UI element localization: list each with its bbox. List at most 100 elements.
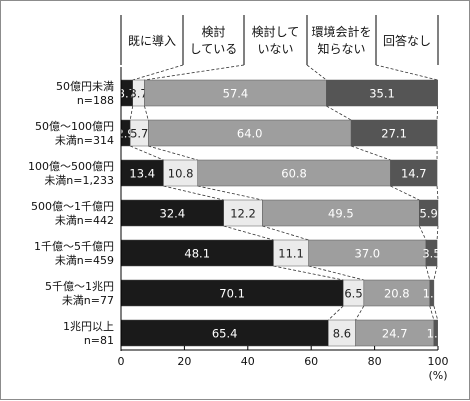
data-label: 57.4 — [223, 87, 249, 101]
data-label: 10.8 — [168, 167, 194, 181]
dashed-connector — [436, 225, 439, 241]
dashed-connector — [130, 145, 164, 161]
bar-segment — [120, 159, 164, 187]
data-label: 48.1 — [184, 247, 210, 261]
data-label: 3.7 — [129, 87, 147, 101]
category-label: n=188 — [77, 94, 114, 107]
bar-segment — [419, 199, 439, 227]
dashed-connector — [351, 145, 391, 161]
dashed-connector — [425, 265, 431, 281]
data-label: 1.2 — [427, 327, 445, 341]
bar-segment — [223, 199, 263, 227]
legend-connectors — [129, 64, 439, 321]
category-label: 50億～100億円 — [35, 120, 114, 133]
bar-segment — [163, 159, 198, 187]
data-label: 65.4 — [212, 327, 238, 341]
bar-segment — [120, 199, 224, 227]
category-label: 1千億～5千億円 — [34, 240, 114, 253]
x-tick-label: 60 — [304, 355, 318, 368]
data-label: 32.4 — [160, 207, 186, 221]
dashed-connector — [223, 225, 274, 241]
dashed-connector — [148, 145, 198, 161]
x-tick-label: 40 — [241, 355, 255, 368]
data-label: 8.6 — [333, 327, 351, 341]
data-label: 24.7 — [382, 327, 408, 341]
x-unit-label: (%) — [428, 369, 447, 382]
dashed-connector — [328, 305, 344, 321]
data-label: 27.1 — [381, 127, 407, 141]
bar-segment — [433, 319, 438, 347]
dashed-connector — [436, 185, 439, 201]
data-label: 6.5 — [344, 287, 362, 301]
dashed-connector — [433, 265, 438, 281]
bar-segment — [308, 239, 427, 267]
data-label: 5.9 — [420, 207, 438, 221]
x-tick-label: 0 — [118, 355, 125, 368]
data-label: 70.1 — [219, 287, 245, 301]
legend-label: 回答なし — [383, 33, 431, 48]
data-label: 5.7 — [130, 127, 148, 141]
dashed-connector — [433, 305, 439, 321]
data-label: 20.8 — [384, 287, 410, 301]
bar-segment — [390, 159, 438, 187]
data-label: 49.5 — [328, 207, 354, 221]
bar-segment — [120, 239, 274, 267]
legend-label: 知らない — [317, 42, 365, 56]
bar-segment — [197, 159, 391, 187]
bar-segment — [120, 279, 344, 307]
legend-connector — [144, 64, 245, 81]
bar-segment — [429, 279, 435, 307]
x-tick-label: 100 — [428, 355, 449, 368]
data-label: 35.1 — [369, 87, 395, 101]
dashed-connector — [418, 225, 427, 241]
category-label: 500億～1千億円 — [31, 200, 114, 213]
bar-segment — [355, 319, 435, 347]
data-label: 60.8 — [281, 167, 307, 181]
category-label: 未満n=1,233 — [44, 174, 114, 187]
dashed-connector — [163, 185, 224, 201]
dashed-connector — [429, 305, 435, 321]
legend-connector — [375, 64, 438, 81]
bar-segment — [425, 239, 438, 267]
dashed-connector — [129, 105, 134, 121]
dashed-connector — [308, 265, 364, 281]
legend-label: 環境会計を — [311, 24, 371, 39]
data-label: 11.1 — [278, 247, 304, 261]
data-label: 3.5 — [422, 247, 440, 261]
data-label: 14.7 — [401, 167, 427, 181]
dashed-connector — [144, 105, 149, 121]
bar-segment — [328, 319, 356, 347]
bar-segment — [148, 119, 352, 147]
legend-label: 検討して — [252, 24, 300, 39]
category-label: 1兆円以上 — [63, 320, 114, 333]
data-label: 64.0 — [237, 127, 263, 141]
legend-label: 既に導入 — [128, 34, 176, 48]
dashed-connector — [197, 185, 263, 201]
bar-segment — [262, 199, 420, 227]
bar-segment — [120, 319, 329, 347]
dashed-connector — [436, 105, 439, 121]
dashed-connector — [390, 185, 420, 201]
dashed-connector — [262, 225, 309, 241]
dashed-connector — [326, 105, 352, 121]
legend-label: いない — [257, 42, 293, 56]
category-label: 未満n=77 — [62, 294, 114, 307]
x-axis: 0 20 40 60 80 100(%) — [118, 67, 449, 382]
x-tick-label: 80 — [368, 355, 382, 368]
category-label: n=81 — [84, 334, 114, 347]
category-label: 未満n=459 — [55, 254, 114, 267]
x-tick-label: 20 — [177, 355, 191, 368]
dashed-connector — [355, 305, 365, 321]
bars: 3.73.7 57.4 35.12.95.7 64.0 27.113.4 10.8 60.8… — [116, 79, 445, 347]
category-label: 100億～500億円 — [28, 160, 114, 173]
bar-segment — [273, 239, 309, 267]
legend-connector — [306, 64, 327, 81]
category-label: 未満n=314 — [55, 134, 114, 147]
data-label: 37.0 — [355, 247, 381, 261]
bar-segment — [326, 79, 438, 107]
category-label: 5千億～1兆円 — [45, 280, 114, 293]
